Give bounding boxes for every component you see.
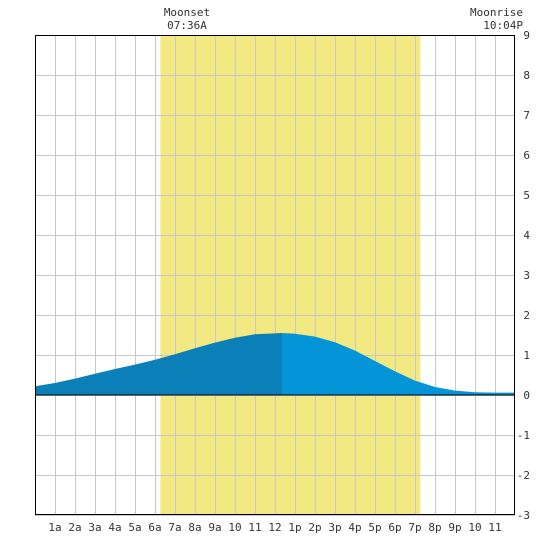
x-tick-label: 3a [88,521,101,534]
y-tick-label: 4 [523,229,530,242]
x-tick-label: 1p [288,521,301,534]
y-tick-label: 2 [523,309,530,322]
x-tick-label: 10 [228,521,241,534]
grid-layer [35,35,515,516]
x-tick-label: 7p [408,521,421,534]
y-tick-label: 0 [523,389,530,402]
moonset-title: Moonset [164,6,210,19]
x-tick-label: 6a [148,521,161,534]
y-tick-label: -3 [517,509,530,522]
x-tick-label: 5a [128,521,141,534]
x-tick-label: 9p [448,521,461,534]
x-tick-label: 11 [248,521,261,534]
x-tick-labels: 1a 2a 3a 4a 5a 6a 7a 8a 9a 10 11 12 1p 2p 3p 4p 5p 6p 7p 8p… [48,521,501,534]
y-tick-label: 3 [523,269,530,282]
x-tick-label: 3p [328,521,341,534]
tide-area-rising [35,333,282,395]
y-tick-label: 8 [523,69,530,82]
y-tick-label: 9 [523,29,530,42]
x-tick-label: 4p [348,521,361,534]
y-tick-labels: 9 8 7 6 5 4 3 2 1 0 -1 -2 -3 [517,29,531,522]
moonset-time: 07:36A [167,19,207,32]
y-tick-label: 7 [523,109,530,122]
y-tick-label: -1 [517,429,530,442]
y-tick-label: 6 [523,149,530,162]
x-tick-label: 1a [48,521,61,534]
x-tick-label: 8a [188,521,201,534]
y-tick-label: 1 [523,349,530,362]
x-tick-label: 11 [488,521,501,534]
moonrise-title: Moonrise [470,6,523,19]
x-tick-label: 6p [388,521,401,534]
y-tick-label: 5 [523,189,530,202]
plot-frame [35,35,515,515]
x-tick-label: 9a [208,521,221,534]
x-tick-label: 12 [268,521,281,534]
tide-area-falling [282,333,515,395]
y-tick-label: -2 [517,469,530,482]
x-tick-label: 2a [68,521,81,534]
tide-area-layer [35,333,515,395]
x-tick-label: 2p [308,521,321,534]
x-tick-label: 10 [468,521,481,534]
x-tick-label: 4a [108,521,121,534]
moonrise-time: 10:04P [483,19,523,32]
x-tick-label: 5p [368,521,381,534]
x-tick-label: 7a [168,521,181,534]
x-tick-label: 8p [428,521,441,534]
